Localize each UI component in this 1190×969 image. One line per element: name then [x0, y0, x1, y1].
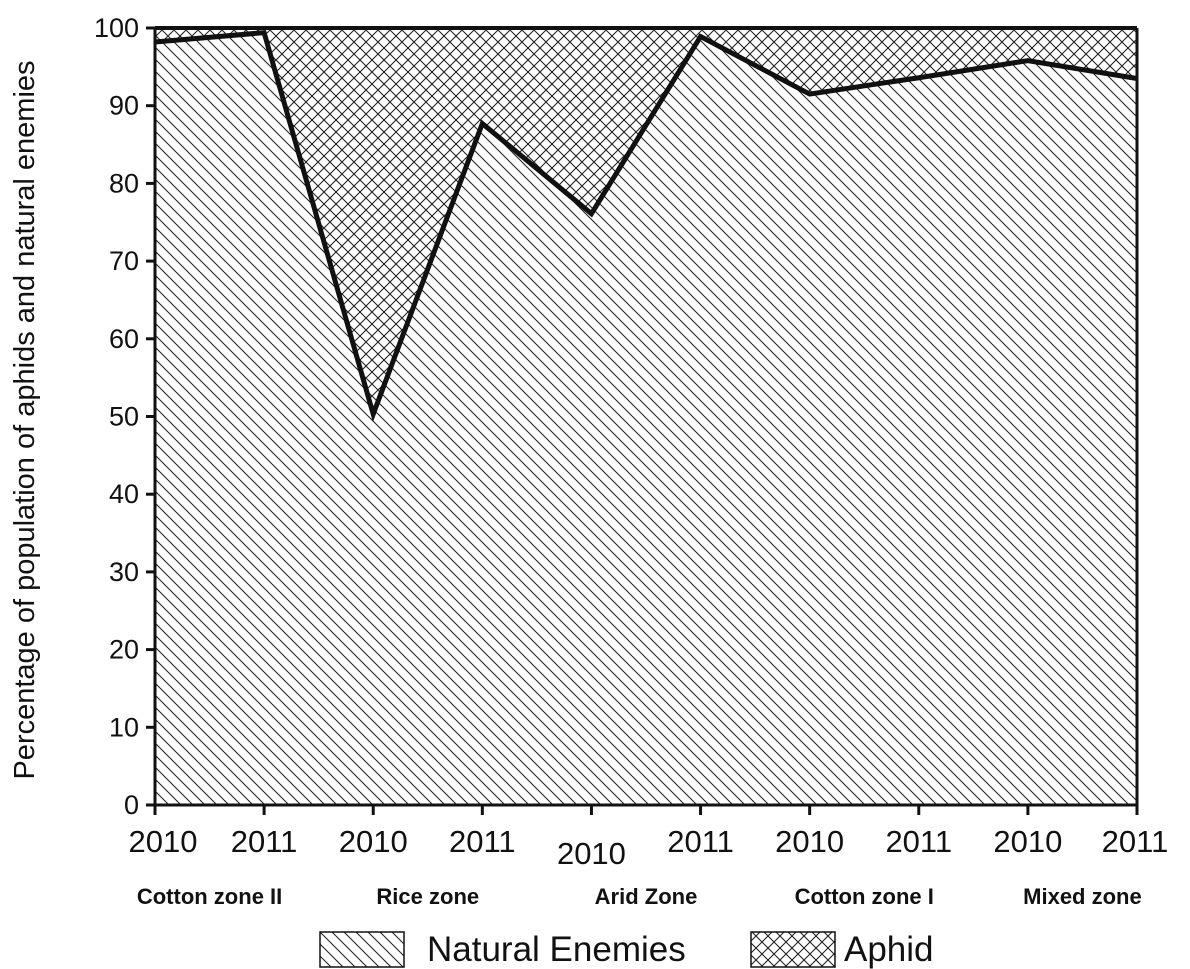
- legend-item: Natural Enemies: [319, 930, 686, 969]
- legend-label: Natural Enemies: [427, 930, 686, 969]
- x-tick-label: 2011: [231, 824, 298, 859]
- x-tick-label: 2010: [339, 824, 408, 859]
- y-axis-label: Percentage of population of aphids and n…: [9, 60, 41, 779]
- y-tick-label: 100: [94, 13, 139, 43]
- y-tick-label: 90: [109, 91, 139, 121]
- y-tick-label: 50: [109, 402, 139, 432]
- x-tick-label: 2010: [993, 824, 1062, 859]
- y-tick-label: 40: [109, 479, 139, 509]
- y-tick-label: 80: [109, 168, 139, 198]
- x-tick-label: 2010: [775, 824, 844, 859]
- legend-swatch: [319, 931, 405, 968]
- aphid-area: [155, 28, 1137, 415]
- y-tick-label: 60: [109, 324, 139, 354]
- x-tick-label: 2010: [129, 824, 198, 859]
- y-tick-label: 30: [109, 557, 139, 587]
- x-group-label: Mixed zone: [1023, 884, 1142, 909]
- y-tick-label: 0: [124, 790, 139, 820]
- legend: Natural Enemies Aphid: [319, 930, 934, 969]
- legend-label: Aphid: [844, 930, 934, 969]
- x-tick-label: 2011: [449, 824, 516, 859]
- x-tick-label: 2011: [667, 824, 734, 859]
- x-tick-label: 2011: [1102, 824, 1169, 859]
- legend-swatch: [750, 931, 836, 968]
- x-axis: 2010 2011 2010 2011 2010 2011 2010 2011 2010 2011…: [129, 805, 1169, 909]
- x-group-label: Rice zone: [376, 884, 479, 909]
- natural-enemies-area: [155, 32, 1137, 806]
- y-tick-label: 70: [109, 246, 139, 276]
- x-tick-label: 2011: [885, 824, 952, 859]
- y-tick-label: 20: [109, 635, 139, 665]
- natural-enemies-line: [154, 29, 1138, 423]
- y-tick-label: 10: [109, 712, 139, 742]
- y-axis: 0 10 20 30 40 50 60 70 80 90 100: [94, 13, 155, 820]
- x-group-label: Arid Zone: [595, 884, 698, 909]
- area-layer: [154, 26, 1138, 806]
- x-group-label: Cotton zone II: [137, 884, 282, 909]
- x-group-label: Cotton zone I: [795, 884, 934, 909]
- x-tick-label: 2010: [557, 836, 626, 871]
- legend-item: Aphid: [750, 930, 934, 969]
